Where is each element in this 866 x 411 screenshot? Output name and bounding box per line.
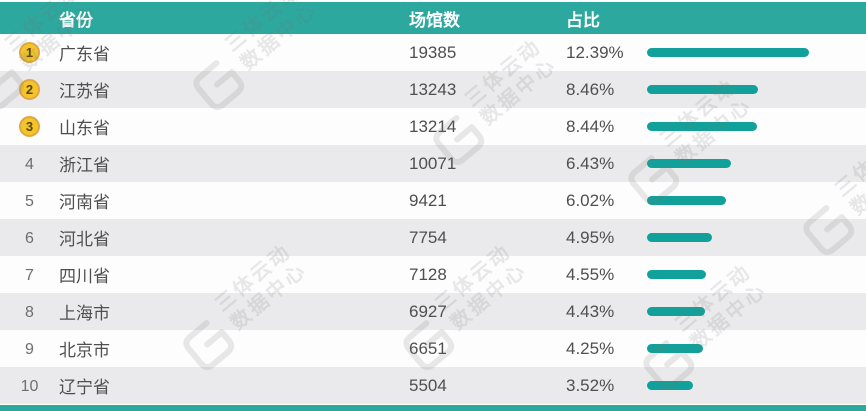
- percent-value: 6.43%: [566, 153, 615, 173]
- bottom-accent-bar: [0, 405, 866, 411]
- rank-cell: 5: [0, 191, 59, 211]
- percent-value: 8.46%: [566, 79, 615, 99]
- rank-number: 8: [25, 303, 34, 321]
- province-name: 辽宁省: [59, 378, 110, 397]
- rank-medal-badge: 2: [19, 79, 40, 100]
- rank-cell: 3: [0, 116, 59, 137]
- province-name: 江苏省: [59, 82, 110, 101]
- table-row: 2 江苏省 13243 8.46%: [0, 71, 866, 108]
- rank-number: 4: [25, 155, 34, 173]
- province-name: 广东省: [59, 45, 110, 64]
- rank-number: 5: [25, 192, 34, 210]
- rank-cell: 8: [0, 302, 59, 322]
- table-body: 1 广东省 19385 12.39% 2 江苏省 13243 8.46% 3 山东省 13214 8.…: [0, 34, 866, 404]
- percent-value: 6.02%: [566, 190, 615, 210]
- percent-bar: [647, 233, 712, 242]
- province-name: 河北省: [59, 230, 110, 249]
- rank-medal-badge: 1: [19, 42, 40, 63]
- percent-bar: [647, 307, 705, 316]
- rank-number: 10: [20, 377, 39, 395]
- percent-value: 4.25%: [566, 338, 615, 358]
- rank-cell: 6: [0, 228, 59, 248]
- table-row: 6 河北省 7754 4.95%: [0, 219, 866, 256]
- table-row: 8 上海市 6927 4.43%: [0, 293, 866, 330]
- rank-cell: 2: [0, 79, 59, 100]
- table-row: 9 北京市 6651 4.25%: [0, 330, 866, 367]
- venue-count: 5504: [409, 375, 447, 395]
- venue-count: 6927: [409, 301, 447, 321]
- percent-value: 4.55%: [566, 264, 615, 284]
- province-name: 山东省: [59, 119, 110, 138]
- column-header-province: 省份: [59, 10, 93, 30]
- table-row: 1 广东省 19385 12.39%: [0, 34, 866, 71]
- venue-count: 19385: [409, 42, 457, 62]
- rank-cell: 4: [0, 154, 59, 174]
- province-name: 浙江省: [59, 156, 110, 175]
- bar-cell: [647, 233, 866, 242]
- percent-value: 12.39%: [566, 42, 624, 62]
- table-row: 7 四川省 7128 4.55%: [0, 256, 866, 293]
- bar-cell: [647, 307, 866, 316]
- venue-count: 13214: [409, 116, 457, 136]
- province-name: 四川省: [59, 267, 110, 286]
- bar-cell: [647, 48, 866, 57]
- province-name: 上海市: [59, 304, 110, 323]
- venue-count: 7128: [409, 264, 447, 284]
- table-header: 省份 场馆数 占比: [0, 2, 866, 34]
- venue-count: 7754: [409, 227, 447, 247]
- rank-cell: 9: [0, 339, 59, 359]
- percent-bar: [647, 344, 703, 353]
- bar-cell: [647, 344, 866, 353]
- bar-cell: [647, 270, 866, 279]
- table-row: 5 河南省 9421 6.02%: [0, 182, 866, 219]
- venue-count: 9421: [409, 190, 447, 210]
- table-row: 4 浙江省 10071 6.43%: [0, 145, 866, 182]
- percent-value: 4.95%: [566, 227, 615, 247]
- percent-bar: [647, 122, 757, 131]
- province-name: 河南省: [59, 193, 110, 212]
- province-name: 北京市: [59, 341, 110, 360]
- rank-number: 7: [25, 266, 34, 284]
- rank-number: 6: [25, 229, 34, 247]
- percent-bar: [647, 159, 731, 168]
- table-row: 10 辽宁省 5504 3.52%: [0, 367, 866, 404]
- column-header-percent: 占比: [566, 10, 600, 30]
- bar-cell: [647, 196, 866, 205]
- rank-cell: 10: [0, 376, 59, 396]
- bar-cell: [647, 85, 866, 94]
- percent-bar: [647, 48, 809, 57]
- bar-cell: [647, 381, 866, 390]
- table-row: 3 山东省 13214 8.44%: [0, 108, 866, 145]
- venue-count: 10071: [409, 153, 457, 173]
- venue-count: 6651: [409, 338, 447, 358]
- percent-value: 8.44%: [566, 116, 615, 136]
- venue-count: 13243: [409, 79, 457, 99]
- percent-bar: [647, 85, 758, 94]
- percent-bar: [647, 196, 726, 205]
- rank-cell: 1: [0, 42, 59, 63]
- rank-number: 9: [25, 340, 34, 358]
- rank-cell: 7: [0, 265, 59, 285]
- column-header-venues: 场馆数: [409, 10, 460, 30]
- bar-cell: [647, 122, 866, 131]
- bar-cell: [647, 159, 866, 168]
- rank-medal-badge: 3: [19, 116, 40, 137]
- percent-bar: [647, 381, 693, 390]
- percent-value: 3.52%: [566, 375, 615, 395]
- percent-bar: [647, 270, 706, 279]
- percent-value: 4.43%: [566, 301, 615, 321]
